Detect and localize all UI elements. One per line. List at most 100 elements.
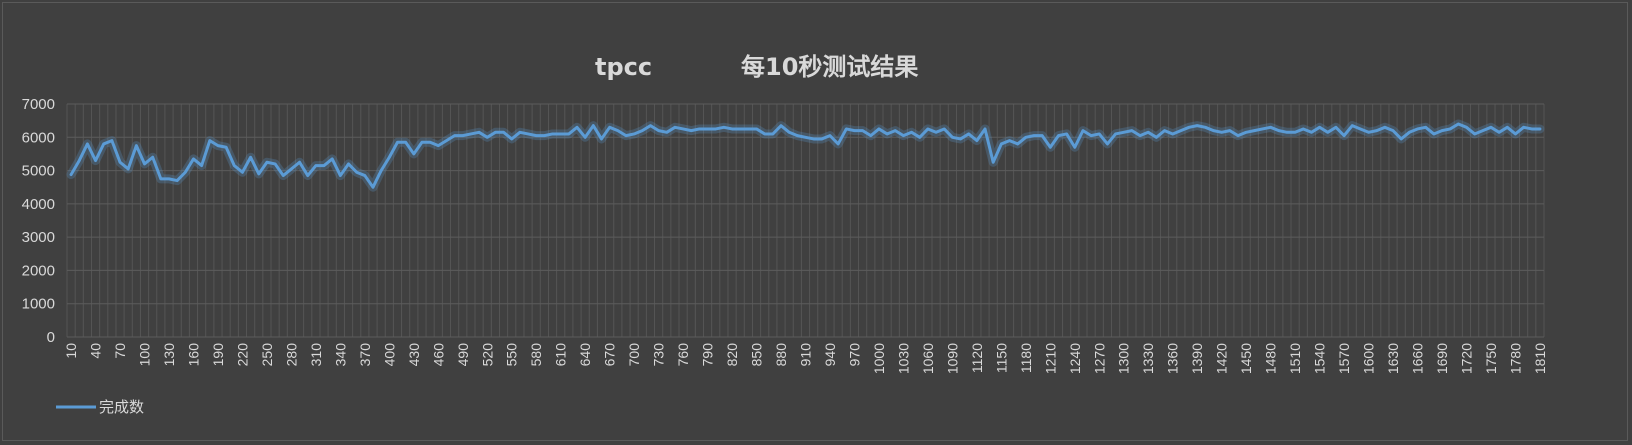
data-point	[420, 141, 424, 144]
data-point	[641, 129, 644, 132]
x-tick-label: 940	[822, 343, 838, 367]
data-point	[314, 164, 318, 167]
data-point	[1530, 127, 1533, 131]
x-tick-label: 1330	[1140, 343, 1156, 374]
data-point	[1032, 134, 1036, 137]
data-point	[1016, 142, 1019, 146]
data-point	[1195, 124, 1199, 127]
data-point	[526, 132, 530, 136]
x-tick-label: 1510	[1287, 343, 1303, 374]
x-tick-label: 490	[455, 343, 471, 367]
data-point	[233, 164, 236, 167]
data-point	[363, 174, 367, 177]
x-tick-label: 430	[406, 343, 422, 367]
data-point	[1342, 134, 1346, 137]
data-point	[78, 159, 81, 162]
data-point	[559, 132, 562, 136]
data-point	[771, 132, 775, 136]
data-point	[469, 132, 473, 136]
x-tick-label: 160	[185, 343, 201, 367]
data-point	[347, 162, 350, 166]
data-point	[1130, 129, 1134, 132]
data-point	[1481, 129, 1485, 132]
data-point	[861, 129, 864, 132]
data-point	[926, 127, 930, 131]
data-point	[1089, 134, 1093, 137]
data-point	[1318, 126, 1321, 129]
data-point	[681, 127, 685, 131]
data-point	[657, 129, 660, 132]
data-point	[1359, 127, 1362, 131]
data-point	[812, 137, 815, 141]
data-point	[967, 132, 970, 136]
data-point	[1497, 131, 1501, 134]
data-point	[1171, 132, 1174, 136]
data-point	[1408, 131, 1411, 134]
x-tick-label: 1600	[1361, 343, 1377, 374]
x-tick-label: 1660	[1410, 343, 1426, 374]
data-point	[583, 136, 587, 139]
x-tick-label: 520	[479, 343, 495, 367]
data-point	[1228, 129, 1232, 132]
x-tick-label: 220	[234, 343, 250, 367]
x-tick-label: 1030	[895, 343, 911, 374]
data-point	[502, 131, 505, 134]
data-point	[1220, 131, 1223, 134]
x-tick-label: 100	[137, 343, 153, 367]
data-point	[1008, 139, 1011, 142]
data-point	[836, 142, 840, 146]
data-point	[1024, 136, 1028, 139]
x-tick-label: 1480	[1263, 343, 1279, 374]
data-point	[192, 157, 195, 161]
data-point	[820, 137, 824, 141]
data-point	[1351, 124, 1354, 127]
data-point	[722, 126, 726, 129]
x-tick-label: 1630	[1385, 343, 1401, 374]
data-point	[135, 144, 138, 147]
data-point	[216, 144, 220, 147]
data-point	[755, 127, 758, 131]
x-tick-label: 400	[381, 343, 397, 367]
x-tick-label: 670	[602, 343, 618, 367]
data-point	[1049, 146, 1052, 149]
data-point	[1147, 131, 1150, 134]
data-point	[1367, 131, 1370, 134]
data-point	[1000, 142, 1003, 146]
data-point	[991, 161, 995, 164]
data-point	[1440, 129, 1444, 132]
data-point	[787, 131, 791, 134]
data-point	[1448, 127, 1452, 131]
x-tick-label: 850	[749, 343, 765, 367]
y-tick-label: 6000	[22, 129, 55, 146]
data-point	[739, 127, 742, 131]
data-point	[461, 134, 464, 137]
data-point	[690, 129, 693, 132]
data-point	[918, 136, 921, 139]
data-point	[1457, 122, 1460, 126]
data-point	[127, 167, 130, 171]
data-point	[1040, 134, 1044, 137]
x-tick-label: 790	[700, 343, 716, 367]
data-point	[282, 174, 285, 177]
x-tick-label: 280	[283, 343, 299, 367]
data-point	[1310, 131, 1313, 134]
data-point	[551, 132, 554, 136]
data-point	[102, 142, 105, 146]
data-point	[249, 156, 252, 159]
data-point	[257, 172, 260, 176]
data-point	[1293, 131, 1297, 134]
data-point	[404, 141, 407, 144]
y-tick-label: 0	[47, 329, 55, 346]
data-point	[339, 174, 342, 177]
x-tick-label: 880	[773, 343, 789, 367]
data-point	[885, 132, 889, 136]
x-tick-label: 550	[504, 343, 520, 367]
data-point	[510, 137, 513, 141]
x-tick-label: 1570	[1336, 343, 1352, 374]
x-tick-label: 1090	[944, 343, 960, 374]
y-tick-label: 5000	[22, 163, 55, 180]
data-point	[241, 171, 244, 174]
data-point	[730, 127, 734, 131]
data-point	[184, 171, 187, 174]
data-point	[1114, 132, 1117, 136]
